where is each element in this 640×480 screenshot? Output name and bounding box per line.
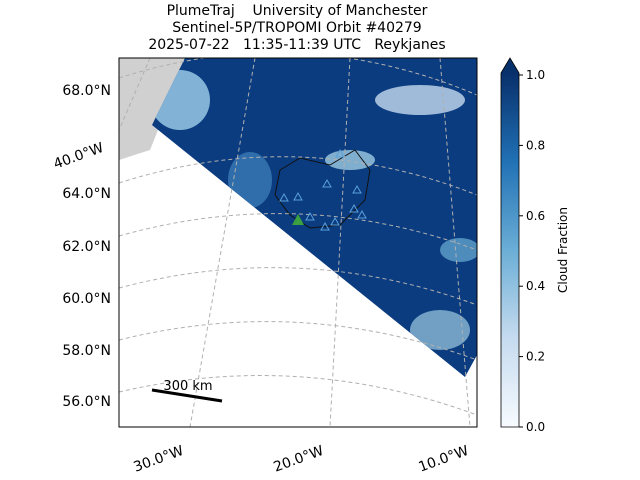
lon-label: 40.0°W — [51, 140, 105, 173]
scale-bar-label: 300 km — [163, 379, 212, 394]
cloud — [375, 85, 465, 115]
colorbar-tick-label: 0.8 — [526, 138, 545, 152]
lat-label: 56.0°N — [62, 394, 111, 410]
graticule — [119, 58, 151, 131]
lat-label: 60.0°N — [62, 291, 111, 307]
colorbar-tick-label: 0.0 — [526, 420, 545, 434]
title-line: Sentinel-5P/TROPOMI Orbit #40279 — [172, 20, 421, 36]
colorbar — [501, 73, 519, 427]
colorbar-tick-label: 0.2 — [526, 350, 545, 364]
lat-label: 64.0°N — [62, 186, 111, 202]
graticule — [119, 58, 477, 96]
graticule — [119, 267, 477, 306]
graticule — [119, 375, 477, 416]
colorbar-tick-label: 0.6 — [526, 209, 545, 223]
title-line: PlumeTraj University of Manchester — [167, 3, 428, 19]
lon-label: 10.0°W — [416, 443, 470, 476]
graticule — [439, 58, 471, 427]
graticule — [119, 213, 477, 251]
title-line: 2025-07-22 11:35-11:39 UTC Reykjanes — [148, 37, 445, 53]
coastline — [274, 149, 371, 229]
colorbar-label: Cloud Fraction — [556, 207, 570, 293]
cloud — [410, 310, 470, 350]
lat-label: 58.0°N — [62, 343, 111, 359]
lat-label: 62.0°N — [62, 239, 111, 255]
colorbar-tick-label: 1.0 — [526, 68, 545, 82]
scale-bar — [151, 388, 223, 403]
map-frame — [118, 57, 478, 428]
vents — [279, 148, 367, 231]
colorbar-frame — [500, 57, 520, 428]
colorbar-tick-label: 0.4 — [526, 279, 545, 293]
graticule — [329, 58, 351, 427]
map-area: 300 km — [119, 58, 477, 427]
graticule — [119, 156, 477, 196]
lat-label: 68.0°N — [62, 83, 111, 99]
colorbar-extension — [501, 58, 519, 73]
lon-label: 20.0°W — [271, 443, 325, 476]
cloud — [228, 152, 272, 208]
graticule — [119, 321, 477, 361]
lon-label: 30.0°W — [131, 443, 185, 476]
target-volcano — [292, 214, 304, 225]
cloud — [440, 238, 477, 262]
